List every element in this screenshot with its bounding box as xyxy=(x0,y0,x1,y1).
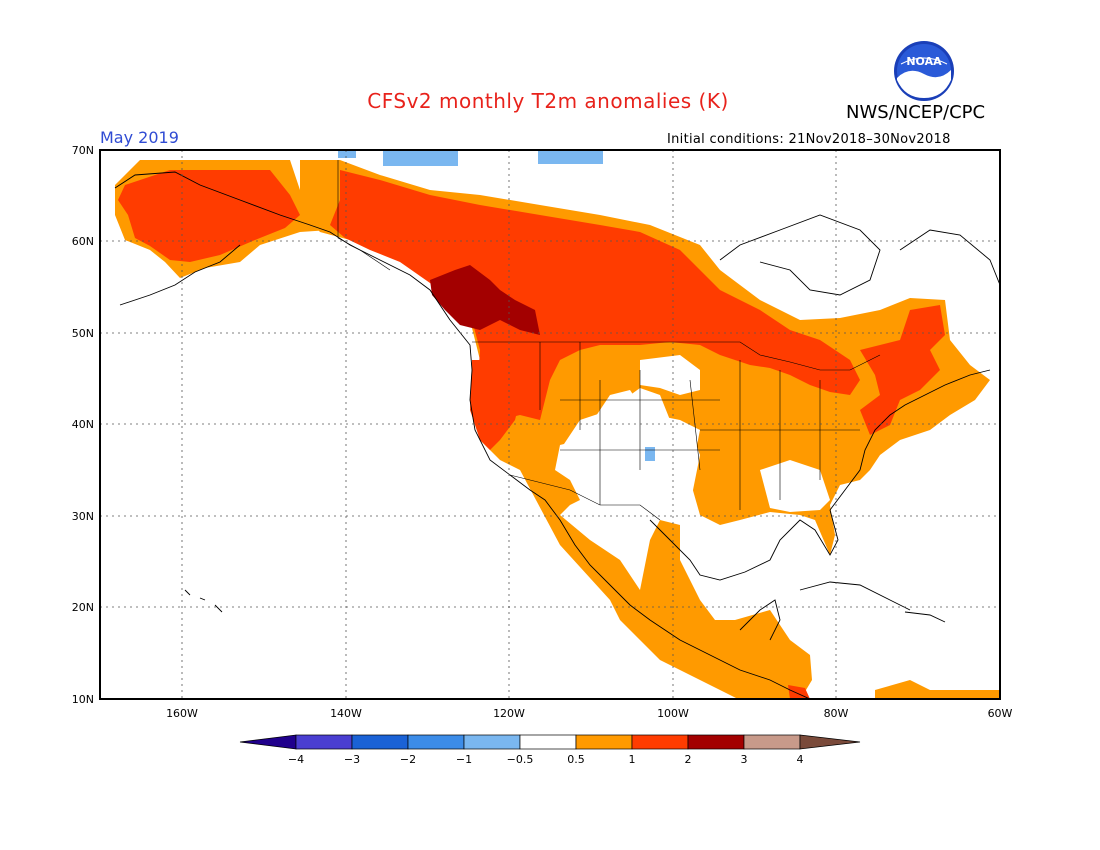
political-borders xyxy=(337,160,881,521)
lon-label-100w: 100W xyxy=(657,707,689,720)
coastline-east xyxy=(829,369,991,511)
colorbar-label-neg3: −3 xyxy=(344,753,360,766)
coastline-cuba xyxy=(799,581,911,611)
anomaly-field xyxy=(115,150,1000,699)
map-frame xyxy=(99,149,1001,700)
anomaly-region-southeast-neutral xyxy=(760,460,830,512)
coastline-hispaniola xyxy=(904,611,946,623)
coastline-alaska xyxy=(114,171,451,321)
anomaly-region-colorado-blue xyxy=(645,447,655,461)
lat-label-60n: 60N xyxy=(72,235,94,248)
lon-label-140w: 140W xyxy=(330,707,362,720)
colorbar-segment-neg2-neg1 xyxy=(407,734,465,750)
lat-label-30n: 30N xyxy=(72,510,94,523)
colorbar-segment-below-neg4 xyxy=(239,734,297,750)
lat-label-10n: 10N xyxy=(72,693,94,706)
chart-title: CFSv2 monthly T2m anomalies (K) xyxy=(367,89,729,113)
initial-conditions-label: Initial conditions: 21Nov2018–30Nov2018 xyxy=(667,132,951,147)
anomaly-region-arctic-blue-2 xyxy=(538,150,603,164)
anomaly-region-bc-darkred xyxy=(430,265,540,335)
colorbar-label-neg2: −2 xyxy=(400,753,416,766)
colorbar-segment-05-1 xyxy=(575,734,633,750)
colorbar-segment-neg3-neg2 xyxy=(351,734,409,750)
lat-label-50n: 50N xyxy=(72,327,94,340)
lon-label-60w: 60W xyxy=(988,707,1013,720)
anomaly-region-northeast-red xyxy=(860,305,945,435)
lon-label-160w: 160W xyxy=(166,707,198,720)
anomaly-region-arctic-blue-3 xyxy=(338,150,356,158)
colorbar-segment-1-2 xyxy=(631,734,689,750)
coastline-west xyxy=(449,319,811,699)
colorbar-labels: −4 −3 −2 −1 −0.5 0.5 1 2 3 4 xyxy=(288,753,804,766)
border-us-canada xyxy=(472,341,881,371)
agency-label: NWS/NCEP/CPC xyxy=(846,102,986,123)
anomaly-region-central-america-red xyxy=(788,685,810,699)
coastlines xyxy=(114,171,1000,699)
lat-label-70n: 70N xyxy=(72,144,94,157)
colorbar-label-4: 4 xyxy=(797,753,804,766)
anomaly-region-plains-neutral xyxy=(640,355,700,395)
coastline-gulf xyxy=(649,509,839,581)
lon-label-120w: 120W xyxy=(493,707,525,720)
colorbar-label-1: 1 xyxy=(629,753,636,766)
colorbar-segment-2-3 xyxy=(687,734,745,750)
coastline-yucatan xyxy=(739,599,781,641)
colorbar-segment-above-4 xyxy=(799,734,861,750)
noaa-logo: NOAA xyxy=(894,41,954,101)
border-alaska-canada xyxy=(337,160,391,271)
colorbar-segment-neg4-neg3 xyxy=(295,734,353,750)
colorbar xyxy=(239,734,861,750)
anomaly-region-caribbean xyxy=(875,680,1000,699)
anomaly-region-canada-red xyxy=(330,170,860,430)
anomaly-region-hudson-neutral xyxy=(620,150,1000,280)
longitude-labels: 160W 140W 120W 100W 80W 60W xyxy=(166,707,1012,720)
anomaly-region-westcoast-red xyxy=(470,360,520,450)
lon-label-80w: 80W xyxy=(824,707,849,720)
colorbar-segment-neutral xyxy=(519,734,577,750)
lat-label-20n: 20N xyxy=(72,601,94,614)
latitude-labels: 70N 60N 50N 40N 30N 20N 10N xyxy=(72,144,94,706)
colorbar-label-2: 2 xyxy=(685,753,692,766)
coastline-hawaii xyxy=(184,589,223,613)
anomaly-region-alaska-red xyxy=(118,170,300,262)
colorbar-label-neg1: −1 xyxy=(456,753,472,766)
lat-label-40n: 40N xyxy=(72,418,94,431)
logo-text: NOAA xyxy=(906,55,942,68)
graticule xyxy=(100,150,1000,699)
colorbar-segment-neg1-neg05 xyxy=(463,734,521,750)
colorbar-label-05: 0.5 xyxy=(567,753,585,766)
coastline-hudson xyxy=(719,214,881,296)
colorbar-label-3: 3 xyxy=(741,753,748,766)
colorbar-label-neg4: −4 xyxy=(288,753,304,766)
coastline-labrador xyxy=(899,229,1000,286)
valid-month-label: May 2019 xyxy=(100,128,179,147)
anomaly-region-southwest-neutral xyxy=(560,388,700,510)
colorbar-segment-3-4 xyxy=(743,734,801,750)
anomaly-region-arctic-blue-1 xyxy=(383,150,458,166)
coastline-alaska-peninsula xyxy=(119,244,241,306)
border-state-lines xyxy=(539,342,860,510)
colorbar-label-neg05: −0.5 xyxy=(507,753,534,766)
